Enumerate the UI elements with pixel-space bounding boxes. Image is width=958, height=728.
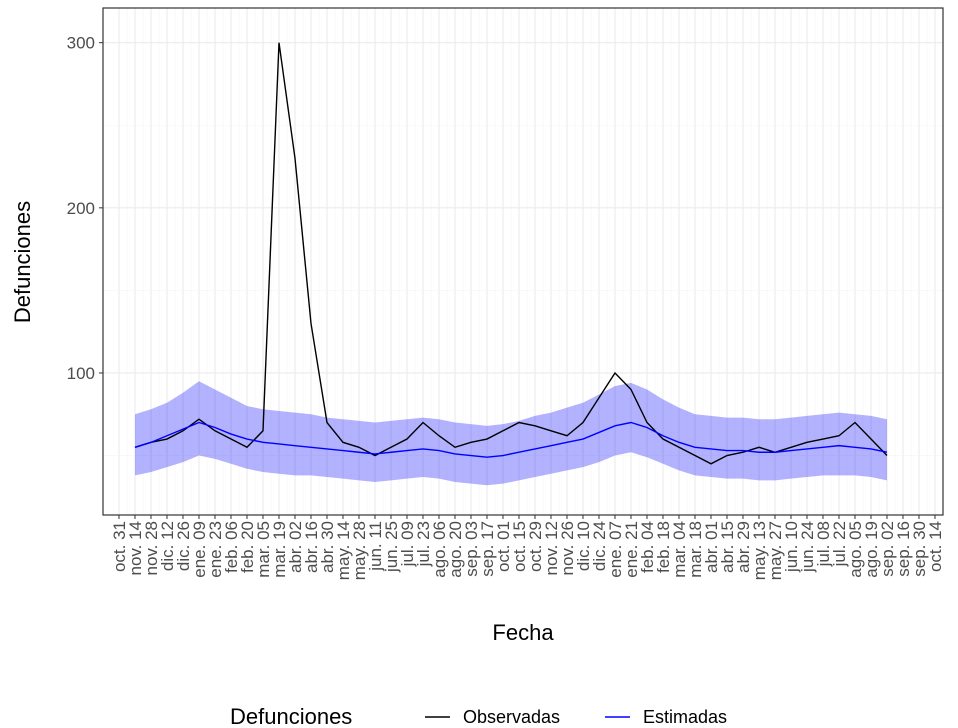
- x-tick-label: mar. 04: [670, 521, 689, 578]
- x-tick-label: oct. 14: [926, 521, 945, 572]
- x-tick-label: jul. 23: [414, 521, 433, 567]
- y-tick-label: 300: [67, 34, 95, 53]
- x-tick-label: ene. 09: [190, 521, 209, 578]
- x-tick-label: nov. 12: [542, 521, 561, 576]
- legend-label: Estimadas: [643, 707, 727, 727]
- x-tick-label: ene. 21: [622, 521, 641, 578]
- x-tick-label: jul. 22: [830, 521, 849, 567]
- panel-border: [102, 7, 944, 516]
- x-tick-label: may. 28: [350, 521, 369, 580]
- x-tick-label: jun. 10: [782, 521, 801, 573]
- x-tick-label: dic. 12: [158, 521, 177, 571]
- x-tick-label: mar. 05: [254, 521, 273, 578]
- x-tick-label: may. 13: [750, 521, 769, 580]
- x-tick-label: sep. 02: [878, 521, 897, 577]
- x-tick-label: nov. 28: [142, 521, 161, 576]
- x-tick-label: sep. 17: [478, 521, 497, 577]
- x-tick-label: dic. 10: [574, 521, 593, 571]
- x-tick-label: nov. 14: [126, 521, 145, 576]
- x-tick-label: dic. 26: [174, 521, 193, 571]
- x-tick-label: jul. 08: [814, 521, 833, 567]
- legend-title: Defunciones: [230, 704, 352, 728]
- x-tick-label: feb. 04: [638, 521, 657, 573]
- x-tick-label: jun. 24: [798, 521, 817, 573]
- x-tick-label: feb. 18: [654, 521, 673, 573]
- grid: [103, 8, 944, 515]
- x-tick-label: ene. 23: [206, 521, 225, 578]
- x-tick-label: feb. 06: [222, 521, 241, 573]
- x-tick-label: oct. 01: [494, 521, 513, 572]
- legend: Defunciones Observadas Estimadas: [230, 704, 727, 728]
- x-tick-label: jun. 11: [366, 521, 385, 572]
- panel: [103, 8, 943, 515]
- x-tick-label: may. 27: [766, 521, 785, 580]
- x-tick-label: mar. 19: [270, 521, 289, 578]
- x-tick-label: abr. 29: [734, 521, 753, 573]
- x-tick-label: ago. 19: [862, 521, 881, 578]
- x-tick-label: jul. 09: [398, 521, 417, 567]
- x-tick-label: mar. 18: [686, 521, 705, 578]
- x-tick-label: oct. 29: [526, 521, 545, 572]
- x-tick-label: abr. 02: [286, 521, 305, 573]
- x-tick-label: sep. 03: [462, 521, 481, 577]
- x-tick-label: feb. 20: [238, 521, 257, 573]
- x-tick-label: may. 14: [334, 521, 353, 580]
- x-tick-label: abr. 30: [318, 521, 337, 573]
- x-tick-label: abr. 01: [702, 521, 721, 573]
- x-tick-label: sep. 30: [910, 521, 929, 577]
- series-line: [134, 42, 888, 465]
- x-tick-label: abr. 16: [302, 521, 321, 573]
- y-axis-title: Defunciones: [10, 201, 35, 323]
- x-tick-label: jun. 25: [382, 521, 401, 573]
- series-line: [134, 421, 888, 458]
- x-tick-label: dic. 24: [590, 521, 609, 571]
- x-tick-label: oct. 15: [510, 521, 529, 572]
- confidence-band: [135, 381, 887, 486]
- y-tick-label: 100: [67, 364, 95, 383]
- x-tick-label: ago. 05: [846, 521, 865, 578]
- x-tick-label: ago. 06: [430, 521, 449, 578]
- x-axis-title: Fecha: [492, 620, 554, 645]
- x-tick-label: sep. 16: [894, 521, 913, 577]
- legend-label: Observadas: [463, 707, 560, 727]
- x-tick-label: ene. 07: [606, 521, 625, 578]
- x-tick-label: oct. 31: [110, 521, 129, 572]
- x-tick-label: abr. 15: [718, 521, 737, 573]
- y-tick-label: 200: [67, 199, 95, 218]
- x-tick-label: ago. 20: [446, 521, 465, 578]
- marks: [134, 42, 888, 486]
- x-tick-label: nov. 26: [558, 521, 577, 576]
